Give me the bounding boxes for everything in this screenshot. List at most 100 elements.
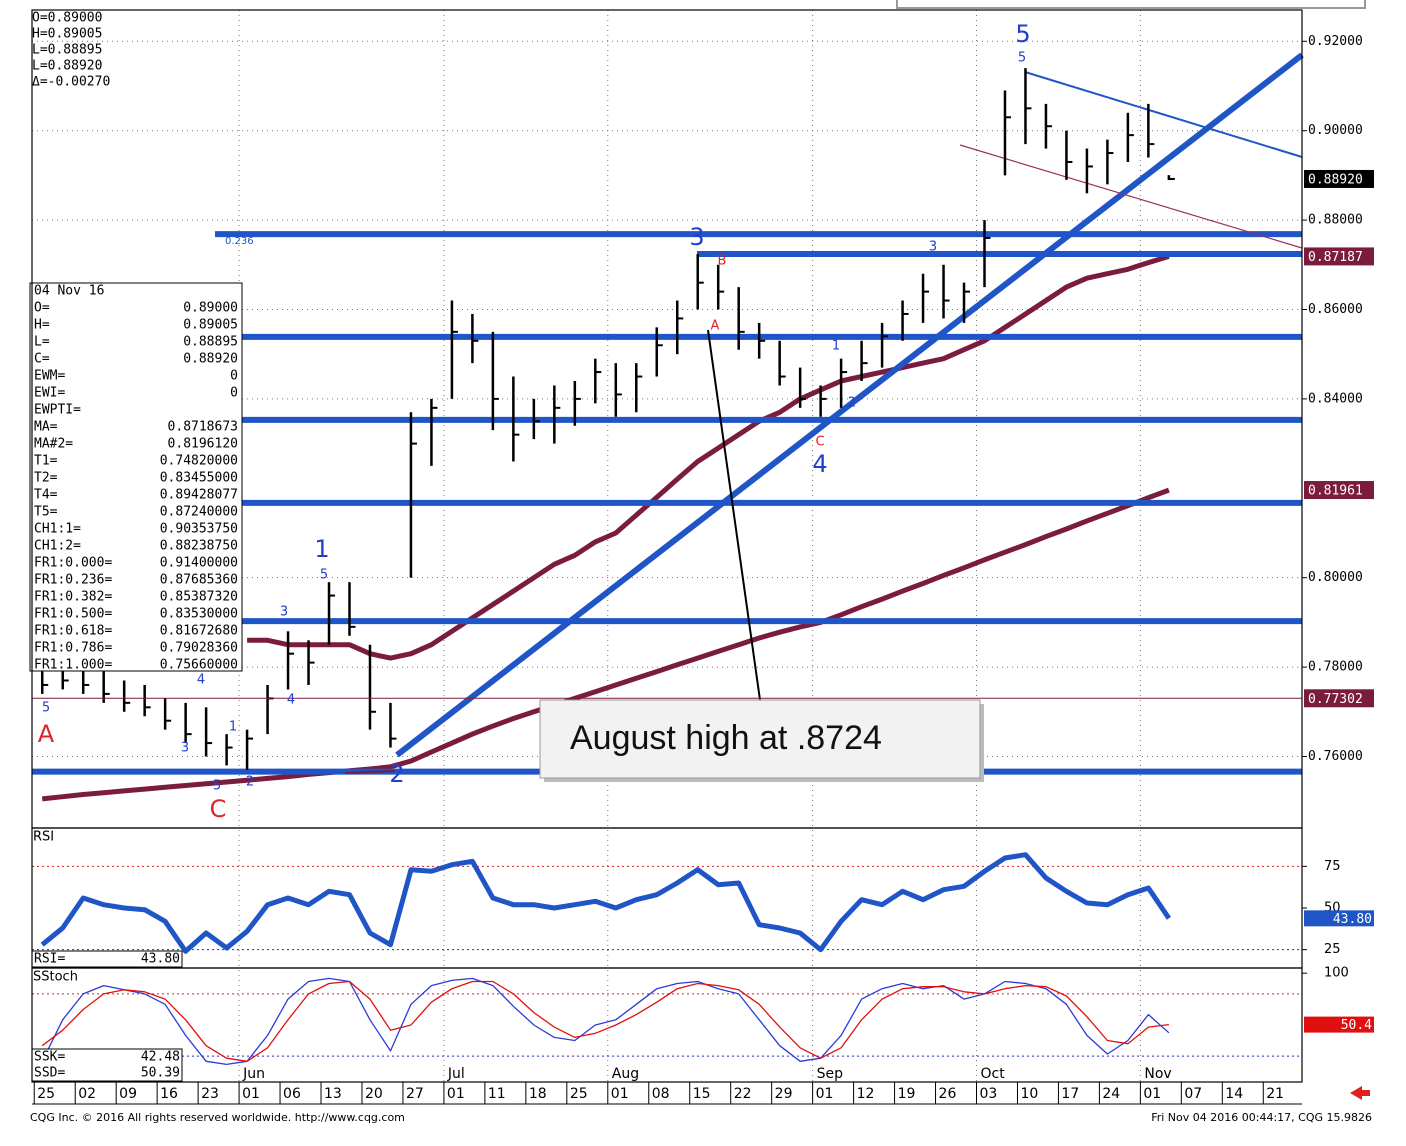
indicator-line: [41, 977, 1170, 1066]
data-box-value: 0.90353750: [160, 522, 238, 537]
data-box-label: FR1:0.618=: [34, 624, 112, 639]
data-box-value: 0.74820000: [160, 454, 238, 469]
month-label: Jun: [242, 1066, 265, 1082]
price-marker: [1304, 169, 1374, 188]
header-box: [896, 0, 1366, 9]
x-tick-label: 27: [406, 1086, 424, 1102]
data-box-value: 0.89005: [183, 318, 238, 333]
readout: Δ=-0.00270: [32, 75, 110, 90]
panel-title: RSI: [33, 830, 54, 845]
trend-line: [395, 52, 1304, 758]
readout: H=0.89005: [32, 27, 102, 42]
y-tick-label: 75: [1324, 859, 1341, 874]
wave-label: 3: [689, 223, 704, 251]
x-tick-label: 11: [488, 1086, 506, 1102]
data-box-value: 0.91400000: [160, 556, 238, 571]
wave-label: 5: [320, 568, 328, 583]
readout-value: 50.39: [141, 1066, 180, 1081]
channel-bottom: [959, 144, 1303, 249]
wave-label: 4: [197, 673, 205, 688]
y-tick-label: 0.90000: [1308, 123, 1363, 138]
price-marker-label: 0.87187: [1308, 250, 1363, 265]
data-box-label: T4=: [34, 488, 58, 503]
panel-frame: [31, 967, 1303, 1083]
data-box-label: T2=: [34, 471, 58, 486]
data-box-label: EWI=: [34, 386, 65, 401]
data-box-value: 0.87685360: [160, 573, 238, 588]
data-box-label: C=: [34, 352, 50, 367]
value-marker-label: 43.80: [1333, 912, 1372, 927]
wave-label: 5: [1015, 20, 1030, 48]
wave-label: B: [718, 254, 727, 269]
data-box-label: MA#2=: [34, 437, 73, 452]
moving-average: [247, 253, 1170, 661]
data-box-value: 0.79028360: [160, 641, 238, 656]
channel-top: [1024, 71, 1303, 158]
data-box-label: T1=: [34, 454, 58, 469]
price-marker-label: 0.77302: [1308, 692, 1363, 707]
wave-label: A: [711, 319, 720, 334]
readout-label: RSI=: [34, 952, 65, 967]
readout-label: SSK=: [34, 1050, 65, 1065]
x-tick-label: 01: [1143, 1086, 1161, 1102]
data-box-label: FR1:0.000=: [34, 556, 112, 571]
x-tick-label: 02: [78, 1086, 96, 1102]
wave-label: A: [38, 720, 55, 748]
x-tick-label: 14: [1225, 1086, 1243, 1102]
x-tick-label: 25: [570, 1086, 588, 1102]
y-tick-label: 0.84000: [1308, 391, 1363, 406]
wave-label: 2: [246, 775, 254, 790]
data-box-label: FR1:0.500=: [34, 607, 112, 622]
data-box-label: EWPTI=: [34, 403, 81, 418]
wave-label: 5: [213, 779, 221, 794]
data-box-value: 0.8196120: [168, 437, 238, 452]
scroll-arrow[interactable]: [1350, 1086, 1370, 1100]
moving-average: [41, 487, 1170, 802]
data-box-value: 0.88895: [183, 335, 238, 350]
x-tick-label: 17: [1061, 1086, 1079, 1102]
wave-label: 2: [389, 760, 404, 788]
low-marker: [344, 770, 396, 774]
y-tick-label: 0.86000: [1308, 302, 1363, 317]
month-label: Sep: [817, 1066, 844, 1082]
data-box-value: 0: [230, 386, 238, 401]
data-box-label: L=: [34, 335, 50, 350]
y-tick-label: 0.76000: [1308, 749, 1363, 764]
readout-box: [31, 1048, 183, 1082]
data-box-value: 0.83530000: [160, 607, 238, 622]
data-box-value: 0.85387320: [160, 590, 238, 605]
x-tick-label: 25: [37, 1086, 55, 1102]
x-tick-label: 21: [1266, 1086, 1284, 1102]
wave-label: 3: [929, 240, 937, 255]
x-tick-label: 08: [652, 1086, 670, 1102]
indicator-line: [40, 852, 1171, 954]
panel-title: SStoch: [33, 970, 78, 985]
price-marker: [1304, 689, 1374, 708]
wave-label: 2: [848, 396, 856, 411]
data-box-value: 0.87240000: [160, 505, 238, 520]
x-tick-label: 13: [324, 1086, 342, 1102]
wave-label: 1: [314, 535, 329, 563]
x-tick-label: 01: [242, 1086, 260, 1102]
data-box-label: FR1:1.000=: [34, 658, 112, 673]
x-tick-label: 15: [693, 1086, 711, 1102]
y-tick-label: 0.80000: [1308, 570, 1363, 585]
wave-label: C: [815, 435, 824, 450]
wave-label: 4: [287, 693, 295, 708]
month-label: Aug: [612, 1066, 639, 1082]
x-tick-label: 03: [980, 1086, 998, 1102]
data-box: [29, 282, 243, 672]
indicator-line: [41, 980, 1169, 1062]
x-tick-label: 20: [365, 1086, 383, 1102]
data-box-label: T5=: [34, 505, 58, 520]
data-box-value: 0.89428077: [160, 488, 238, 503]
x-tick-label: 06: [283, 1086, 301, 1102]
data-box-label: O=: [34, 301, 50, 316]
data-box-label: FR1:0.786=: [34, 641, 112, 656]
data-box-label: FR1:0.382=: [34, 590, 112, 605]
x-tick-label: 12: [857, 1086, 875, 1102]
wave-label: 3: [280, 605, 288, 620]
x-tick-label: 01: [447, 1086, 465, 1102]
data-box-label: H=: [34, 318, 50, 333]
